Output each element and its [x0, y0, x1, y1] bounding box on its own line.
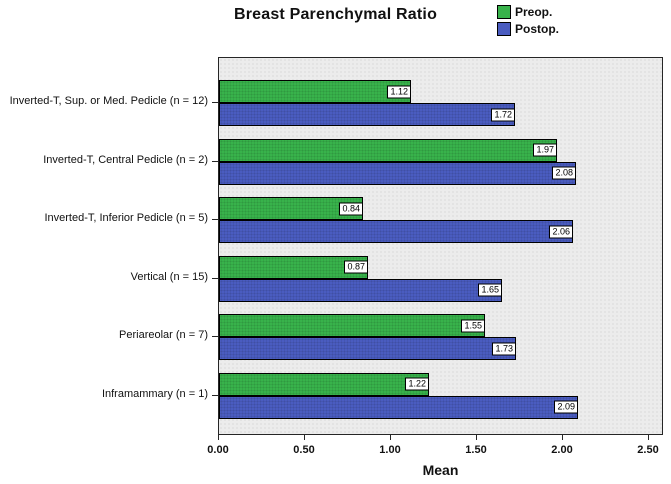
- x-axis-tick: [476, 435, 477, 440]
- x-axis-tick: [304, 435, 305, 440]
- y-axis-tick: [212, 102, 218, 103]
- bar-preop: 1.22: [219, 372, 429, 396]
- x-tick-label: 0.50: [293, 444, 315, 456]
- legend-label-preop: Preop.: [515, 4, 553, 19]
- value-label: 1.97: [533, 143, 557, 157]
- y-axis-tick: [212, 277, 218, 279]
- value-label: 1.55: [461, 319, 485, 332]
- y-axis-tick: [212, 336, 218, 337]
- legend-swatch-postop-icon: [497, 21, 511, 36]
- bar-preop: 1.97: [219, 138, 557, 162]
- value-label: 1.12: [387, 85, 411, 98]
- category-label: Inverted-T, Sup. or Med. Pedicle (n = 12…: [9, 95, 208, 107]
- bar-preop: 1.55: [219, 314, 485, 337]
- bar-preop: 0.87: [219, 255, 368, 279]
- x-tick-label: 2.50: [637, 444, 659, 456]
- legend-label-postop: Postop.: [515, 21, 559, 36]
- bar-postop: 1.72: [219, 103, 515, 126]
- x-axis-title: Mean: [422, 462, 459, 478]
- legend-swatch-preop-icon: [497, 4, 511, 19]
- x-axis-tick: [218, 435, 219, 440]
- x-axis-tick: [648, 435, 649, 440]
- value-label: 1.72: [491, 108, 515, 121]
- value-label: 1.22: [405, 377, 429, 391]
- x-axis-tick: [562, 435, 563, 440]
- bar-postop: 2.06: [219, 220, 573, 243]
- value-label: 0.87: [344, 260, 368, 274]
- value-label: 2.06: [549, 225, 573, 238]
- category-label: Inframammary (n = 1): [101, 387, 208, 400]
- bar-postop: 1.73: [219, 337, 516, 360]
- y-axis-tick: [212, 160, 218, 162]
- category-label: Periareolar (n = 7): [119, 329, 208, 341]
- y-axis-tick: [212, 394, 218, 396]
- value-label: 2.08: [552, 166, 576, 180]
- y-axis-tick: [212, 219, 218, 220]
- x-tick-label: 1.50: [465, 444, 487, 456]
- x-axis-tick: [390, 435, 391, 440]
- value-label: 1.65: [478, 283, 502, 297]
- x-tick-label: 1.00: [379, 444, 401, 456]
- x-tick-label: 0.00: [207, 444, 229, 456]
- category-label: Vertical (n = 15): [130, 270, 208, 283]
- legend-item-preop: Preop.: [497, 3, 559, 20]
- bar-postop: 2.08: [219, 161, 576, 185]
- legend-item-postop: Postop.: [497, 20, 559, 37]
- bar-postop: 2.09: [219, 395, 578, 419]
- value-label: 0.84: [339, 202, 363, 215]
- x-tick-label: 2.00: [551, 444, 573, 456]
- category-label: Inverted-T, Central Pedicle (n = 2): [43, 153, 208, 166]
- bar-preop: 1.12: [219, 80, 411, 103]
- category-label: Inverted-T, Inferior Pedicle (n = 5): [44, 212, 208, 224]
- plot-area: 1.12 1.72 1.97 2.08 0.84 2.06 0.87 1.65 1.55 1.73…: [218, 57, 663, 435]
- value-label: 2.09: [554, 400, 578, 414]
- chart-title: Breast Parenchymal Ratio: [233, 6, 438, 23]
- bar-preop: 0.84: [219, 197, 363, 220]
- bar-postop: 1.65: [219, 278, 502, 302]
- legend: Preop. Postop.: [497, 3, 559, 37]
- value-label: 1.73: [492, 342, 516, 355]
